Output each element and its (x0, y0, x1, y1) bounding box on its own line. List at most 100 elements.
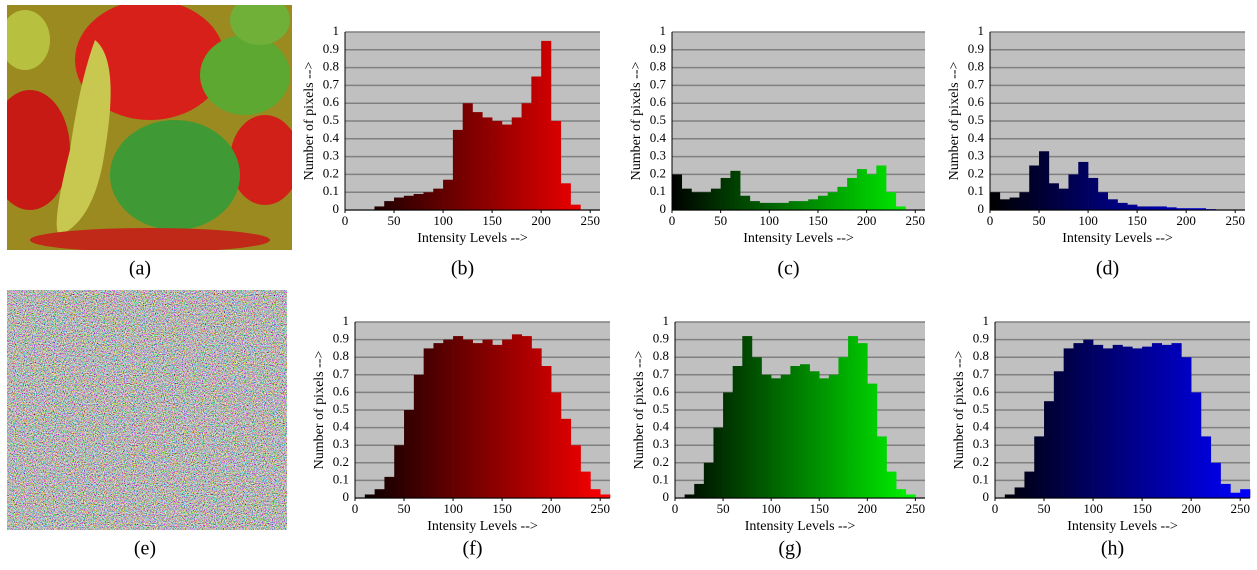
y-tick-label: 0.9 (973, 331, 989, 346)
y-tick-label: 0.5 (323, 112, 339, 127)
image-caption: (e) (134, 538, 156, 560)
histogram-bar (876, 436, 887, 498)
histogram-bar (374, 489, 385, 498)
histogram-bar (404, 410, 415, 498)
x-tick-label: 100 (443, 501, 463, 516)
histogram-bar (808, 199, 819, 210)
histogram-bar (1240, 489, 1251, 498)
x-tick-label: 50 (388, 213, 401, 228)
x-tick-label: 100 (761, 501, 781, 516)
histogram-bar (1210, 462, 1221, 498)
x-tick-label: 150 (1132, 501, 1152, 516)
y-axis-label: Number of pixels --> (952, 351, 967, 470)
histogram-bar (462, 103, 473, 210)
y-tick-label: 0.1 (653, 471, 669, 486)
histogram-bar (798, 201, 809, 210)
histogram-bar (492, 344, 503, 498)
x-tick-label: 100 (760, 213, 780, 228)
histogram-bar (394, 445, 405, 498)
x-tick-label: 50 (398, 501, 411, 516)
histogram-bar (1156, 206, 1167, 210)
y-tick-label: 0.1 (333, 471, 349, 486)
histogram-bar (482, 339, 493, 498)
x-tick-label: 200 (1176, 213, 1196, 228)
histogram-bar (1176, 208, 1187, 210)
histogram-bar (403, 195, 414, 210)
y-tick-label: 0.5 (653, 401, 669, 416)
y-tick-label: 0 (660, 201, 667, 216)
histogram-bar (723, 392, 733, 498)
histogram-bar (740, 195, 751, 210)
pepper-image (7, 5, 292, 250)
y-tick-label: 0.4 (968, 130, 985, 145)
y-tick-label: 0.8 (653, 348, 669, 363)
x-tick-label: 250 (906, 501, 926, 516)
histogram-bar (895, 206, 906, 210)
histogram-bar (472, 112, 483, 210)
histogram-bar (867, 383, 878, 498)
histogram-bar (511, 117, 522, 210)
histogram-bar (482, 117, 493, 210)
histogram-bar (720, 177, 731, 210)
y-tick-label: 0.6 (333, 383, 350, 398)
histogram-bar (1200, 436, 1212, 498)
x-tick-label: 250 (580, 213, 600, 228)
histogram-bar (819, 378, 830, 498)
x-tick-label: 50 (714, 213, 727, 228)
histogram-bar (511, 334, 523, 498)
y-tick-label: 0.3 (968, 148, 984, 163)
y-axis-label: Number of pixels --> (629, 62, 644, 181)
x-tick-label: 150 (1127, 213, 1147, 228)
histogram-bar (394, 197, 405, 210)
histogram-bar (866, 174, 877, 210)
histogram-bar (1161, 344, 1172, 498)
x-tick-label: 150 (808, 213, 828, 228)
y-tick-label: 1 (660, 23, 667, 38)
histogram-bar (1107, 199, 1118, 210)
y-tick-label: 0.3 (973, 436, 989, 451)
x-axis-label: Intensity Levels --> (1062, 231, 1173, 246)
histogram-bar (1063, 348, 1074, 498)
histogram-bar (1127, 204, 1138, 210)
x-tick-label: 50 (717, 501, 730, 516)
y-tick-label: 0.7 (650, 76, 667, 91)
histogram-bar (501, 124, 513, 210)
x-axis-label: Intensity Levels --> (743, 231, 854, 246)
histogram-bar (800, 364, 810, 498)
histogram-bar (443, 339, 454, 498)
x-axis-label: Intensity Levels --> (427, 519, 538, 534)
panel-caption: (d) (1096, 258, 1119, 280)
y-tick-label: 0.4 (323, 130, 340, 145)
y-tick-label: 0 (978, 201, 985, 216)
y-tick-label: 0.6 (323, 94, 340, 109)
y-tick-label: 0.2 (323, 165, 339, 180)
histogram-bar (1058, 188, 1069, 210)
x-tick-label: 250 (906, 213, 926, 228)
histogram-bar (1186, 208, 1197, 210)
x-tick-label: 0 (342, 213, 349, 228)
x-tick-label: 0 (672, 501, 679, 516)
y-tick-label: 0.4 (333, 419, 350, 434)
histogram-bar (1171, 343, 1182, 498)
histogram-bar (453, 336, 464, 498)
histogram-bar (1132, 348, 1143, 498)
histogram-bar (771, 378, 782, 498)
histogram-bar (749, 201, 760, 210)
histogram-bar (1112, 344, 1123, 498)
histogram-bar (551, 392, 562, 498)
y-tick-label: 0.6 (968, 94, 985, 109)
y-tick-label: 0 (663, 489, 670, 504)
y-tick-label: 1 (343, 313, 350, 328)
histogram-bar (779, 202, 790, 210)
histogram-bar (990, 192, 1001, 210)
histogram-bar (742, 336, 753, 498)
x-tick-label: 50 (1038, 501, 1051, 516)
histogram-bar (541, 366, 552, 498)
histogram-bar (886, 471, 897, 498)
histogram-bar (531, 76, 542, 210)
histogram-bar (452, 129, 463, 210)
histogram-bar (502, 339, 513, 498)
histogram-bar (1142, 346, 1153, 498)
histogram-bar (691, 192, 702, 210)
